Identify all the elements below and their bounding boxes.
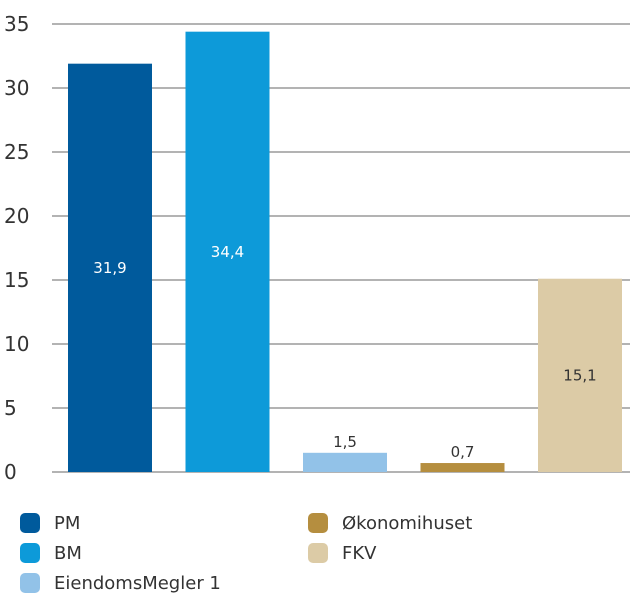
legend-item-eiendomsmegler-1: EiendomsMegler 1 [20,568,221,598]
y-tick-label-30: 30 [4,76,29,100]
data-labels: 31,9 34,4 1,5 0,7 15,1 [93,243,596,461]
legend-item-fkv: FKV [308,538,376,568]
bar-pm [68,63,152,473]
bars [68,31,622,473]
legend-item-bm: BM [20,538,82,568]
y-tick-label-10: 10 [4,332,29,356]
legend-label-pm: PM [54,512,81,534]
data-label-bm: 34,4 [211,243,244,261]
bar-eiendomsmegler-1 [303,452,387,472]
y-axis-tick-labels: 0 5 10 15 20 25 30 35 [4,12,29,480]
y-tick-label-0: 0 [4,460,17,480]
legend-swatch-bm [20,543,40,563]
bar-bm [185,31,270,473]
legend: PM BM EiendomsMegler 1 Økonomihuset FKV [0,500,630,598]
bar-chart: 0 5 10 15 20 25 30 35 31,9 34,4 1,5 0,7 15,1 [4,12,630,480]
legend-label-bm: BM [54,542,82,564]
legend-swatch-okonomihuset [308,513,328,533]
legend-swatch-eiendomsmegler-1 [20,573,40,593]
legend-label-okonomihuset: Økonomihuset [342,512,473,534]
legend-label-eiendomsmegler-1: EiendomsMegler 1 [54,572,221,594]
bar-fkv [538,278,622,472]
legend-swatch-fkv [308,543,328,563]
y-tick-label-15: 15 [4,268,29,292]
legend-swatch-pm [20,513,40,533]
y-tick-label-35: 35 [4,12,29,36]
data-label-okonomihuset: 0,7 [451,443,475,461]
y-tick-label-20: 20 [4,204,29,228]
y-tick-label-25: 25 [4,140,29,164]
legend-item-okonomihuset: Økonomihuset [308,508,472,538]
data-label-pm: 31,9 [93,259,126,277]
data-label-fkv: 15,1 [563,366,596,384]
y-tick-label-5: 5 [4,396,17,420]
legend-item-pm: PM [20,508,80,538]
data-label-eiendomsmegler-1: 1,5 [333,433,357,451]
legend-label-fkv: FKV [342,542,377,564]
bar-okonomihuset [420,463,505,472]
